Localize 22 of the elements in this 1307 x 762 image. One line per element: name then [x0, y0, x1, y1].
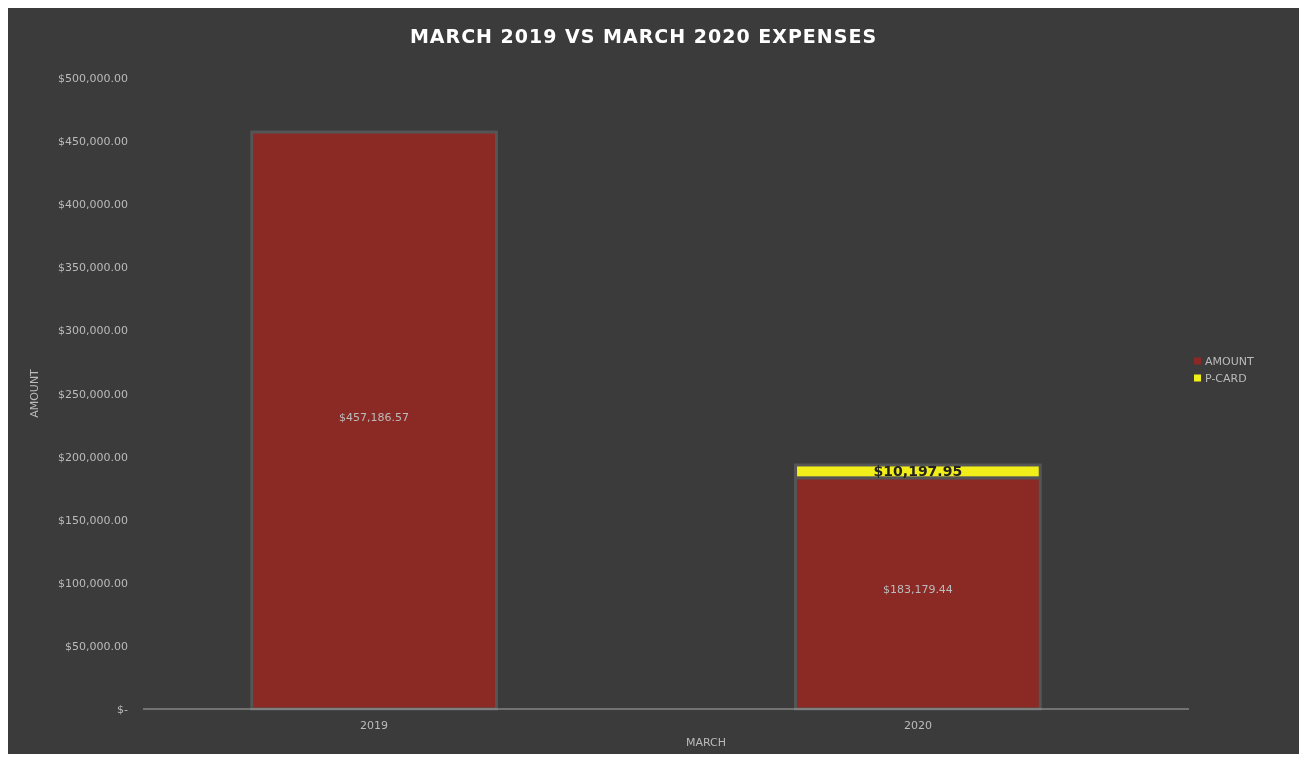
y-axis-title: AMOUNT	[28, 368, 41, 418]
y-tick-label: $50,000.00	[65, 639, 128, 653]
y-tick-label: $-	[117, 703, 129, 716]
y-tick-label: $350,000.00	[58, 261, 128, 275]
y-tick-label: $450,000.00	[58, 135, 128, 149]
x-tick-label: 2020	[903, 719, 932, 732]
x-axis-title: MARCH	[685, 736, 727, 749]
chart-title: MARCH 2019 VS MARCH 2020 EXPENSES	[409, 25, 878, 47]
y-tick-label: $250,000.00	[58, 387, 128, 401]
data-label: $457,186.57	[339, 410, 410, 424]
y-tick-label: $300,000.00	[58, 324, 128, 338]
y-tick-label: $150,000.00	[58, 513, 128, 527]
y-tick-label: $100,000.00	[58, 576, 128, 590]
x-tick-label: 2019	[360, 719, 389, 732]
y-tick-label: $200,000.00	[58, 450, 128, 464]
y-tick-label: $500,000.00	[58, 72, 128, 85]
bar	[250, 130, 498, 711]
legend-label: AMOUNT	[1205, 354, 1254, 368]
data-label: $183,179.44	[882, 583, 953, 597]
data-label: $10,197.95	[873, 463, 963, 480]
y-tick-label: $400,000.00	[58, 198, 128, 212]
legend-label: P-CARD	[1205, 371, 1247, 385]
